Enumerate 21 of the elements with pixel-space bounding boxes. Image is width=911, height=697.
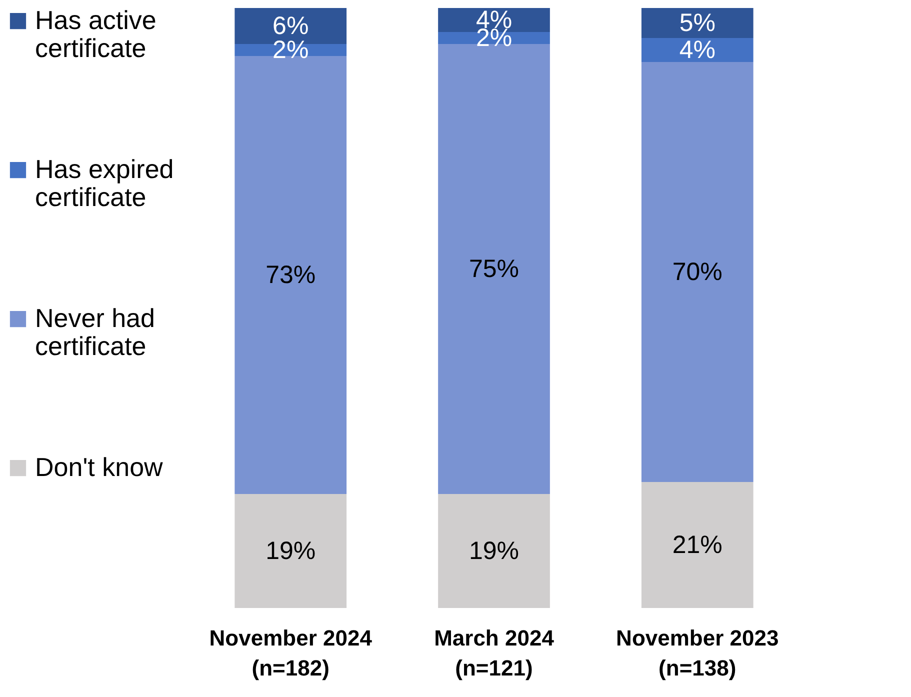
data-label: 19% — [266, 537, 316, 565]
x-tick-label: November 2023 (n=138) — [616, 626, 779, 680]
bar — [641, 8, 754, 38]
legend-label: Has active certificate — [35, 5, 156, 63]
data-label: 73% — [266, 261, 316, 289]
x-tick-label: March 2024 (n=121) — [434, 626, 555, 680]
data-label: 4% — [679, 36, 716, 64]
legend-label: Has expired certificate — [35, 154, 174, 212]
legend-label: Never had certificate — [35, 303, 155, 361]
bar — [438, 494, 550, 608]
legend-label: Don't know — [35, 452, 164, 482]
bar — [641, 62, 754, 482]
data-label: 5% — [679, 9, 716, 37]
data-label: 19% — [468, 537, 520, 565]
data-label: 75% — [468, 255, 520, 283]
bar — [234, 494, 347, 608]
x-tick-label: November 2024 (n=182) — [209, 626, 373, 680]
bar — [641, 38, 754, 62]
data-label: 70% — [672, 258, 722, 286]
bar — [641, 482, 754, 608]
data-label: 21% — [672, 531, 722, 559]
